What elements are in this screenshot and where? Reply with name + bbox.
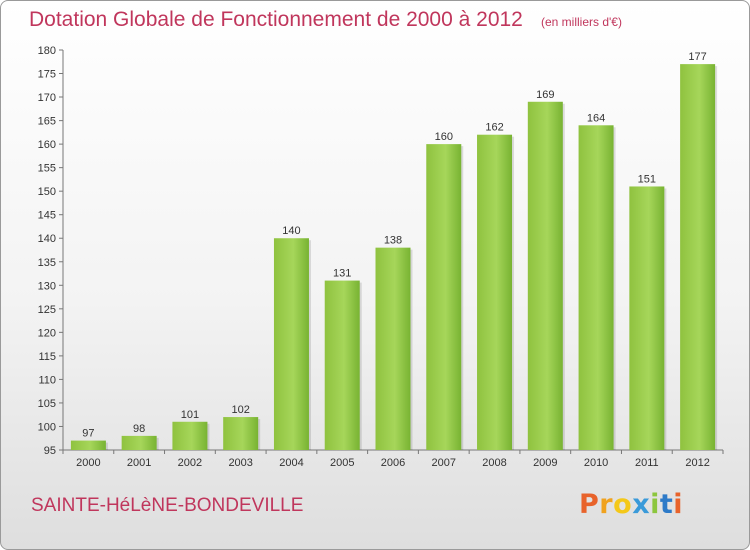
x-tick-label: 2009	[533, 457, 557, 469]
bar	[426, 144, 462, 450]
data-labels: 97 98 101 102 140 131 138 160 162 169 164 151 177	[82, 51, 707, 439]
logo-letter: o	[613, 489, 633, 520]
data-label: 164	[587, 112, 605, 124]
x-tick-label: 2002	[178, 457, 202, 469]
logo-letter: x	[632, 489, 651, 520]
data-label: 177	[688, 51, 706, 63]
y-tick-label: 165	[38, 116, 56, 128]
logo-letter: i	[673, 489, 684, 520]
bar	[121, 435, 157, 450]
y-tick-label: 130	[38, 280, 56, 292]
logo-letter: i	[650, 489, 660, 520]
bar	[172, 421, 208, 450]
chart-subtitle: (en milliers d'€)	[541, 15, 622, 29]
y-tick-label: 170	[38, 92, 56, 104]
x-tick-label: 2006	[381, 457, 405, 469]
x-tick-label: 2003	[228, 457, 252, 469]
bar	[680, 64, 716, 450]
x-tick-label: 2012	[685, 457, 709, 469]
y-tick-label: 135	[38, 257, 56, 269]
bar	[477, 134, 513, 451]
x-tick-label: 2007	[432, 457, 456, 469]
y-tick-label: 95	[44, 445, 56, 457]
y-tick-label: 120	[38, 327, 56, 339]
logo-letter: P	[579, 489, 600, 520]
data-label: 131	[333, 268, 351, 280]
y-tick-label: 140	[38, 233, 56, 245]
logo-letter: r	[599, 489, 614, 520]
data-label: 151	[638, 173, 656, 185]
x-tick-label: 2010	[584, 457, 608, 469]
bar	[527, 101, 563, 450]
x-tick-label: 2001	[127, 457, 151, 469]
x-tick-label: 2004	[279, 457, 303, 469]
data-label: 140	[282, 225, 300, 237]
data-label: 102	[232, 404, 250, 416]
x-tick-label: 2000	[76, 457, 100, 469]
x-tick-label: 2011	[635, 457, 659, 469]
bars	[70, 64, 718, 451]
y-tick-label: 180	[38, 45, 56, 57]
data-label: 98	[133, 423, 145, 435]
x-tick-label: 2005	[330, 457, 354, 469]
data-label: 101	[181, 409, 199, 421]
bar	[324, 280, 360, 450]
y-tick-label: 145	[38, 210, 56, 222]
bar	[629, 186, 665, 450]
y-tick-label: 150	[38, 186, 56, 198]
bar	[70, 440, 106, 450]
bar	[578, 125, 614, 450]
data-label: 97	[82, 428, 94, 440]
bar	[223, 417, 259, 450]
y-tick-label: 105	[38, 398, 56, 410]
y-tick-label: 125	[38, 304, 56, 316]
data-label: 169	[536, 89, 554, 101]
y-tick-label: 175	[38, 69, 56, 81]
x-tick-label: 2008	[482, 457, 506, 469]
data-label: 162	[485, 122, 503, 134]
bar	[375, 247, 411, 450]
y-tick-label: 110	[38, 374, 56, 386]
y-tick-label: 100	[38, 421, 56, 433]
chart-title: Dotation Globale de Fonctionnement de 20…	[29, 8, 523, 31]
logo-letter: t	[659, 489, 674, 520]
proxiti-logo[interactable]: Proxiti	[579, 489, 683, 520]
data-label: 160	[435, 131, 453, 143]
y-tick-label: 160	[38, 139, 56, 151]
y-tick-label: 115	[38, 351, 56, 363]
data-label: 138	[384, 235, 402, 247]
bar	[273, 238, 309, 450]
y-tick-label: 155	[38, 163, 56, 175]
commune-name: SAINTE-HéLèNE-BONDEVILLE	[31, 495, 304, 516]
